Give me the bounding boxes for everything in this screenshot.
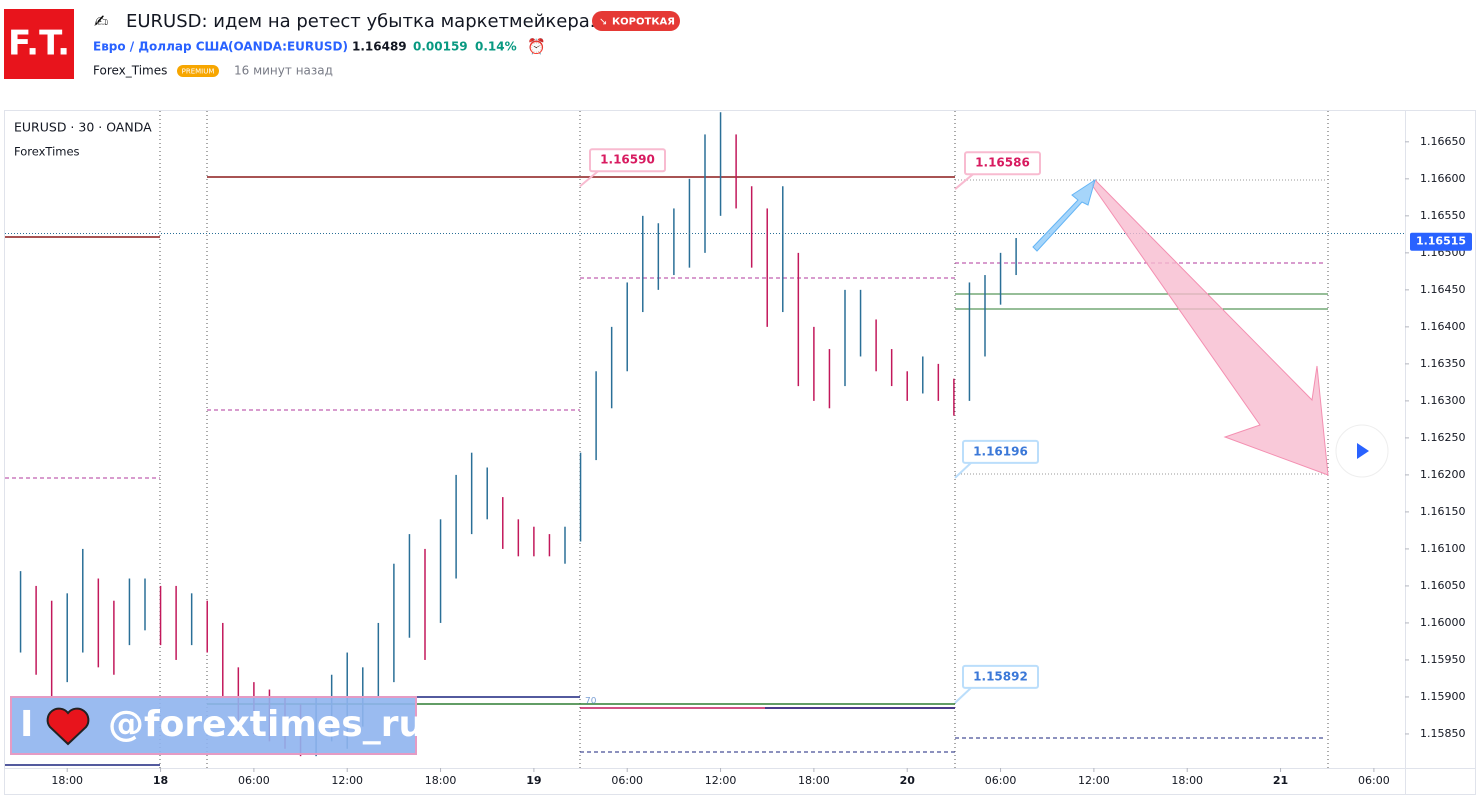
symbol-name[interactable]: Евро / Доллар США [93, 40, 229, 54]
y-tick-label: 1.16350 [1420, 357, 1466, 370]
y-tick-label: 1.16150 [1420, 505, 1466, 518]
x-tick-label: 18:00 [425, 774, 457, 787]
price-label-box [962, 439, 1039, 464]
chart-frame [4, 110, 1476, 795]
heart-icon [46, 707, 90, 746]
change: 0.00159 [413, 40, 468, 54]
x-tick-label: 06:00 [985, 774, 1017, 787]
y-tick-label: 1.16600 [1420, 172, 1466, 185]
chart-legend: EURUSD · 30 · OANDA [14, 120, 152, 135]
x-tick-label: 18:00 [798, 774, 830, 787]
price-label: 1.16196 [973, 444, 1028, 458]
premium-badge [177, 65, 219, 77]
watermark-i: I [20, 704, 33, 745]
level-drawings [5, 176, 1405, 766]
price-labels: 1.16590 1.16586 1.16196 1.15892 [579, 148, 1041, 704]
y-tick-label: 1.16200 [1420, 468, 1466, 481]
change-pct: 0.14% [475, 40, 517, 54]
y-tick-label: 1.15950 [1420, 653, 1466, 666]
badge-text: КОРОТКАЯ [612, 17, 675, 28]
premium-text: PREMIUM [182, 68, 215, 76]
x-tick-label: 06:00 [1358, 774, 1390, 787]
x-tick-label: 18:00 [1171, 774, 1203, 787]
short-badge [592, 11, 680, 31]
y-tick-label: 1.15900 [1420, 690, 1466, 703]
label-pointer [954, 173, 974, 190]
x-tick-label: 19 [526, 774, 541, 787]
y-tick-label: 1.16300 [1420, 394, 1466, 407]
y-tick-label: 1.16400 [1420, 320, 1466, 333]
alarm-icon[interactable]: ⏰ [527, 37, 546, 56]
y-tick-label: 1.16450 [1420, 283, 1466, 296]
label-pointer [954, 462, 972, 479]
logo-box[interactable] [4, 9, 74, 79]
forecast-arrow-up [1032, 178, 1096, 252]
axes: 1.166501.166001.165501.165001.164501.164… [51, 135, 1472, 787]
small-label: 70 [585, 697, 597, 707]
y-tick-label: 1.16250 [1420, 431, 1466, 444]
label-pointer [579, 170, 599, 188]
y-tick-label: 1.16100 [1420, 542, 1466, 555]
watermark-handle: @forextimes_ru [108, 704, 424, 745]
logo: F.T. [8, 24, 70, 64]
x-tick-label: 12:00 [705, 774, 737, 787]
pencil-icon: ✍ [94, 12, 108, 32]
last-price-label: 1.16515 [1416, 235, 1466, 248]
price-label: 1.15892 [973, 669, 1028, 683]
y-tick-label: 1.15850 [1420, 727, 1466, 740]
idea-title: EURUSD: идем на ретест убытка маркетмейк… [126, 11, 596, 32]
y-tick-label: 1.16550 [1420, 209, 1466, 222]
indicator-name: ForexTimes [14, 145, 80, 159]
author[interactable]: Forex_Times [93, 64, 167, 78]
price-label: 1.16590 [600, 153, 655, 167]
y-tick-label: 1.16650 [1420, 135, 1466, 148]
play-icon [1357, 443, 1369, 459]
forecast-arrow-down [1091, 179, 1329, 476]
price: 1.16489 [352, 40, 407, 54]
price-label-box [589, 148, 666, 173]
price-label-box [962, 664, 1039, 689]
label-pointer [954, 687, 972, 704]
time-ago: 16 минут назад [234, 64, 333, 78]
badge-arrow: ↘ [599, 17, 607, 28]
x-tick-label: 21 [1273, 774, 1288, 787]
x-tick-label: 12:00 [331, 774, 363, 787]
x-tick-label: 06:00 [611, 774, 643, 787]
y-tick-label: 1.16050 [1420, 579, 1466, 592]
price-bars [19, 112, 1017, 757]
y-tick-label: 1.16000 [1420, 616, 1466, 629]
x-tick-label: 18 [153, 774, 168, 787]
price-label: 1.16586 [975, 156, 1030, 170]
symbol-code[interactable]: (OANDA:EURUSD) [228, 40, 348, 54]
x-tick-label: 06:00 [238, 774, 270, 787]
last-price-badge [1410, 232, 1472, 251]
session-lines [159, 111, 1329, 768]
x-tick-label: 12:00 [1078, 774, 1110, 787]
x-tick-label: 20 [900, 774, 916, 787]
x-tick-label: 18:00 [51, 774, 83, 787]
price-label-box [964, 151, 1041, 176]
